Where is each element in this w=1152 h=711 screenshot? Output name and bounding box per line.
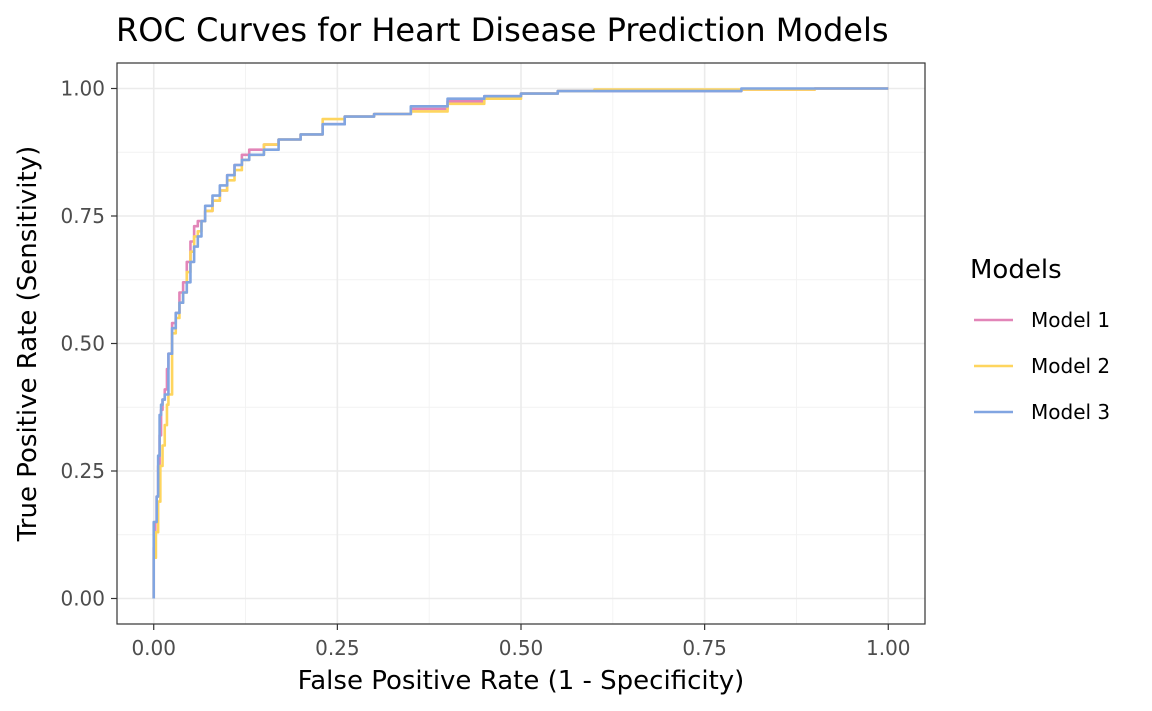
legend-items: Model 1 Model 2 Model 3 — [974, 308, 1110, 424]
legend-title: Models — [970, 255, 1062, 285]
y-tick-label: 0.00 — [60, 587, 105, 611]
legend-label-model-2: Model 2 — [1031, 354, 1110, 378]
legend-label-model-1: Model 1 — [1031, 308, 1110, 332]
x-tick-label: 1.00 — [866, 636, 911, 660]
x-tick-label: 0.50 — [499, 636, 544, 660]
legend-label-model-3: Model 3 — [1031, 400, 1110, 424]
x-tick-label: 0.25 — [315, 636, 360, 660]
roc-line-model-3 — [152, 87, 889, 599]
y-tick-label: 0.25 — [60, 459, 105, 483]
y-tick-label: 1.00 — [60, 77, 105, 101]
roc-line-model-2 — [152, 87, 889, 599]
x-axis-title: False Positive Rate (1 - Specificity) — [298, 666, 745, 696]
chart-title: ROC Curves for Heart Disease Prediction … — [116, 11, 889, 49]
roc-curves — [152, 87, 889, 599]
y-axis-title: True Positive Rate (Sensitivity) — [13, 146, 43, 543]
y-tick-label: 0.75 — [60, 204, 105, 228]
y-tick-label: 0.50 — [60, 332, 105, 356]
axes: 0.00 0.25 0.50 0.75 1.00 0.00 0.25 0.50 0.75 1.00 — [60, 77, 910, 661]
legend: Models Model 1 Model 2 Model 3 — [970, 255, 1110, 424]
x-tick-label: 0.75 — [682, 636, 727, 660]
gridlines — [117, 63, 925, 624]
plot-panel — [116, 62, 926, 625]
x-tick-label: 0.00 — [131, 636, 176, 660]
